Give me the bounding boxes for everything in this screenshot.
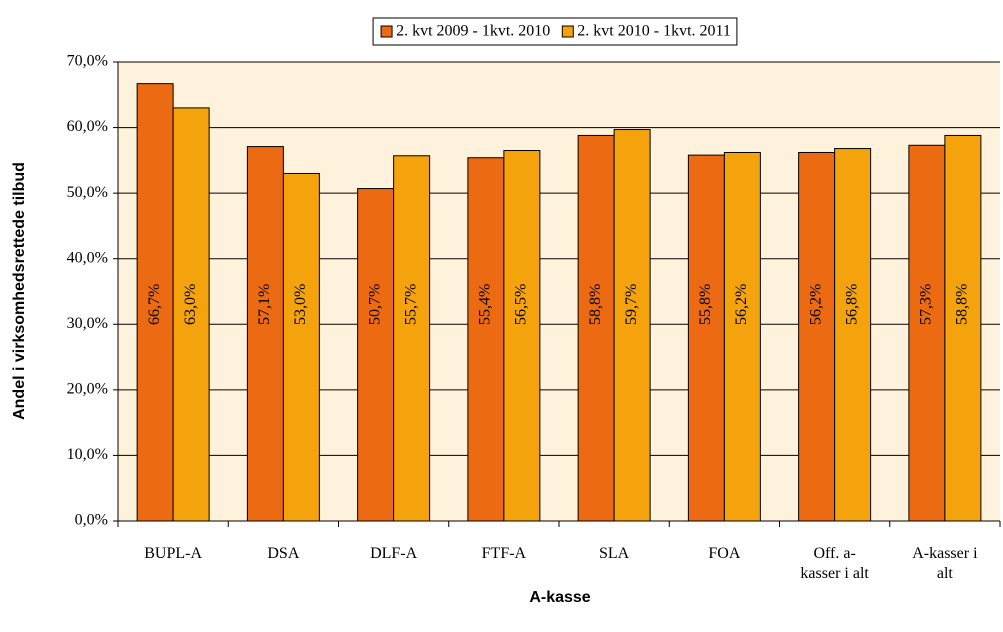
y-tick-label: 10,0% <box>67 446 108 463</box>
y-tick-label: 40,0% <box>67 249 108 266</box>
x-tick-label: DSA <box>267 545 300 562</box>
x-axis-title: A-kasse <box>529 589 590 606</box>
bar <box>908 144 946 522</box>
value-label: 58,8% <box>587 284 604 325</box>
bar <box>687 154 725 522</box>
bar <box>393 155 431 522</box>
bar <box>467 157 505 522</box>
x-tick-label: FOA <box>708 545 741 562</box>
value-label: 59,7% <box>623 284 640 325</box>
bar <box>246 146 284 522</box>
value-label: 57,1% <box>256 284 273 325</box>
x-tick-label: SLA <box>599 545 630 562</box>
bar <box>723 151 761 522</box>
y-tick-label: 30,0% <box>67 315 108 332</box>
value-label: 56,2% <box>807 284 824 325</box>
x-tick-label: DLF-A <box>370 545 418 562</box>
value-label: 50,7% <box>366 284 383 325</box>
bar <box>357 188 395 522</box>
value-label: 66,7% <box>146 284 163 325</box>
value-label: 63,0% <box>182 284 199 325</box>
legend-label: 2. kvt 2009 - 1kvt. 2010 <box>396 23 550 40</box>
y-tick-label: 0,0% <box>75 512 108 529</box>
bar <box>503 150 541 522</box>
bar <box>577 134 615 522</box>
value-label: 56,5% <box>513 284 530 325</box>
bar <box>613 129 651 522</box>
value-label: 55,8% <box>697 284 714 325</box>
legend-swatch <box>561 25 574 38</box>
legend-swatch <box>380 25 393 38</box>
value-label: 53,0% <box>292 284 309 325</box>
x-tick-label: Off. a-kasser i alt <box>800 545 869 582</box>
y-tick-label: 70,0% <box>67 53 108 70</box>
x-tick-label: BUPL-A <box>144 545 203 562</box>
y-tick-label: 20,0% <box>67 381 108 398</box>
value-label: 55,7% <box>402 284 419 325</box>
value-label: 56,8% <box>843 284 860 325</box>
bar <box>172 107 210 522</box>
value-label: 57,3% <box>918 284 935 325</box>
bar <box>282 172 320 522</box>
y-axis-title: Andel i virksomhedsrettede tilbud <box>11 162 28 420</box>
legend-box <box>372 17 738 46</box>
value-label: 55,4% <box>477 284 494 325</box>
bar <box>944 134 982 522</box>
bar <box>834 148 872 522</box>
y-tick-label: 50,0% <box>67 184 108 201</box>
x-tick-label: FTF-A <box>481 545 527 562</box>
y-tick-label: 60,0% <box>67 118 108 135</box>
legend: 2. kvt 2009 - 1kvt. 2010 2. kvt 2010 - 1k… <box>372 17 738 46</box>
bar <box>798 151 836 522</box>
value-label: 56,2% <box>733 284 750 325</box>
x-tick-label: A-kasser i alt <box>912 545 978 582</box>
legend-label: 2. kvt 2010 - 1kvt. 2011 <box>577 23 731 40</box>
value-label: 58,8% <box>954 284 971 325</box>
